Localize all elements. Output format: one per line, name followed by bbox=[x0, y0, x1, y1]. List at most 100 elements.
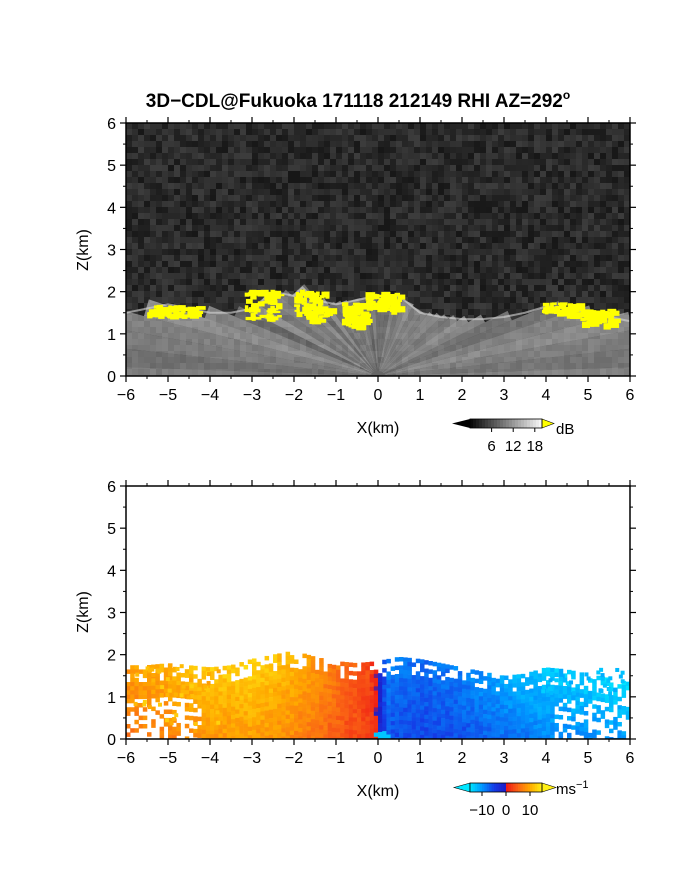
high-snr-cell bbox=[367, 299, 374, 306]
high-snr-cell bbox=[580, 309, 584, 313]
high-snr-cell bbox=[181, 314, 188, 319]
high-snr-cell bbox=[375, 294, 386, 297]
high-snr-cell bbox=[556, 309, 564, 317]
high-snr-cell bbox=[583, 309, 590, 315]
high-snr-cell bbox=[259, 314, 270, 318]
high-snr-cell bbox=[381, 291, 391, 299]
high-snr-cell bbox=[303, 303, 310, 307]
high-snr-cell bbox=[266, 313, 271, 317]
y-tick-label: 1 bbox=[107, 327, 116, 344]
high-snr-cell bbox=[313, 306, 323, 313]
high-snr-cell bbox=[276, 303, 283, 310]
high-snr-cell bbox=[148, 309, 154, 314]
high-snr-cell bbox=[250, 291, 254, 296]
high-snr-cell bbox=[294, 304, 301, 307]
high-snr-cell bbox=[260, 314, 264, 319]
y-tick-label: 1 bbox=[107, 690, 116, 707]
high-snr-cell bbox=[296, 299, 305, 304]
high-snr-cell bbox=[612, 322, 618, 328]
high-snr-cell bbox=[274, 291, 279, 298]
high-snr-cell bbox=[606, 313, 612, 317]
y-tick-label: 2 bbox=[107, 285, 116, 302]
high-snr-cell bbox=[161, 308, 172, 316]
colorbar-tick-label: 18 bbox=[526, 438, 543, 455]
x-tick-label: 5 bbox=[584, 387, 593, 404]
high-snr-cell bbox=[571, 308, 577, 313]
snr-colorbar: 6 12 18 bbox=[452, 418, 555, 455]
high-snr-cell bbox=[389, 306, 398, 311]
high-snr-cell bbox=[271, 290, 277, 294]
snr-colorbar-unit: dB bbox=[556, 421, 574, 438]
high-snr-cell bbox=[299, 297, 307, 302]
velocity-y-axis-label: Z(km) bbox=[75, 591, 92, 633]
high-snr-cell bbox=[187, 306, 196, 311]
colorbar-tick-label: 10 bbox=[522, 802, 539, 819]
high-snr-cell bbox=[187, 310, 196, 317]
high-snr-cell bbox=[579, 306, 584, 312]
high-snr-cell bbox=[312, 296, 322, 304]
high-snr-cell bbox=[350, 315, 360, 319]
high-snr-cell bbox=[323, 313, 333, 317]
high-snr-cell bbox=[600, 309, 606, 315]
high-snr-cell bbox=[550, 302, 554, 308]
x-tick-label: 1 bbox=[416, 387, 425, 404]
velocity-x-axis-label: X(km) bbox=[357, 783, 400, 800]
high-snr-cell bbox=[310, 296, 317, 303]
high-snr-cell bbox=[596, 317, 602, 324]
high-snr-cell bbox=[608, 320, 616, 325]
high-snr-cell bbox=[251, 303, 258, 310]
high-snr-cell bbox=[365, 292, 376, 298]
high-snr-cell bbox=[270, 300, 278, 306]
high-snr-cell bbox=[599, 319, 608, 323]
high-snr-cell bbox=[590, 323, 600, 327]
high-snr-cell bbox=[387, 308, 392, 311]
high-snr-cell bbox=[296, 305, 300, 313]
velocity-colorbar: −10 0 10 bbox=[452, 782, 557, 819]
high-snr-cell bbox=[153, 310, 163, 316]
snr-ticks: −6 −5 −4 −3 −2 −1 0 1 2 3 4 5 6 0 1 2 3 4 5 6 bbox=[107, 116, 636, 404]
high-snr-cell bbox=[361, 313, 372, 318]
high-snr-cell bbox=[247, 292, 252, 296]
high-snr-cell bbox=[257, 293, 266, 297]
radar-origin bbox=[371, 371, 385, 376]
high-snr-cell bbox=[309, 299, 313, 303]
high-snr-cell bbox=[380, 296, 385, 301]
high-snr-cell bbox=[245, 298, 253, 304]
high-snr-cell bbox=[588, 313, 598, 320]
high-snr-cell bbox=[351, 310, 361, 316]
high-snr-cell bbox=[173, 305, 183, 310]
x-tick-label: 2 bbox=[458, 387, 467, 404]
high-snr-cell bbox=[603, 314, 607, 321]
high-snr-cell bbox=[383, 296, 390, 300]
high-snr-cell bbox=[559, 302, 568, 306]
high-snr-cell bbox=[311, 317, 322, 325]
colorbar-low-arrow bbox=[452, 782, 471, 793]
high-snr-cell bbox=[355, 318, 359, 326]
high-snr-cell bbox=[168, 305, 172, 310]
high-snr-cell bbox=[375, 294, 380, 298]
high-snr-cell bbox=[358, 307, 363, 314]
velocity-colorbar-unit: ms−1 bbox=[556, 779, 589, 798]
x-tick-label: 4 bbox=[542, 387, 551, 404]
y-tick-label: 4 bbox=[107, 563, 116, 580]
velocity-field bbox=[126, 651, 630, 739]
high-snr-cell bbox=[192, 307, 200, 313]
x-tick-label: −2 bbox=[285, 387, 303, 404]
x-tick-label: 0 bbox=[374, 387, 383, 404]
high-snr-cell bbox=[594, 320, 600, 324]
high-snr-cell bbox=[561, 308, 567, 313]
high-snr-cell bbox=[295, 292, 300, 299]
y-tick-label: 3 bbox=[107, 243, 116, 260]
high-snr-cell bbox=[358, 305, 369, 310]
high-snr-cell bbox=[366, 296, 374, 301]
high-snr-cell bbox=[309, 303, 317, 311]
high-snr-cell bbox=[341, 302, 349, 307]
high-snr-cell bbox=[166, 314, 176, 318]
y-tick-label: 6 bbox=[107, 116, 116, 133]
high-snr-cell bbox=[249, 309, 256, 313]
high-snr-cell bbox=[607, 308, 617, 312]
high-snr-cell bbox=[318, 315, 323, 320]
high-snr-cell bbox=[583, 317, 591, 321]
high-snr-cell bbox=[591, 319, 596, 325]
